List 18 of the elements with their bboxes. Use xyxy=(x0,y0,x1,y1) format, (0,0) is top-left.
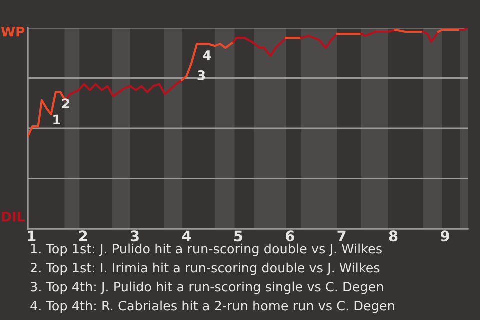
x-tick-label: 5 xyxy=(234,230,242,242)
x-tick-label: 4 xyxy=(182,230,192,242)
text: WP xyxy=(1,27,25,37)
x-tick-label: 3 xyxy=(130,230,139,242)
annotation: 2 xyxy=(62,98,70,108)
x-tick-label: 1 xyxy=(28,230,36,242)
text: 2. Top 1st: I. Irimia hit a run-scoring double vs J. Wilkes xyxy=(30,262,380,276)
x-tick-label: 6 xyxy=(286,230,294,242)
annotation: 1 xyxy=(54,114,60,125)
text: 4. Top 4th: R. Cabriales hit a 2-run home run vs C. Degen xyxy=(30,300,394,314)
text: DIL xyxy=(2,212,25,222)
x-tick-label: 9 xyxy=(440,230,450,242)
text: 1. Top 1st: J. Pulido hit a run-scoring double vs J. Wilkes xyxy=(31,244,382,256)
annotation: 4 xyxy=(203,50,212,60)
text: 3. Top 4th: J. Pulido hit a run-scoring single vs C. Degen xyxy=(30,282,384,294)
x-tick-label: 2 xyxy=(79,230,88,242)
x-tick-label: 8 xyxy=(389,230,398,242)
x-tick-label: 7 xyxy=(338,230,346,242)
